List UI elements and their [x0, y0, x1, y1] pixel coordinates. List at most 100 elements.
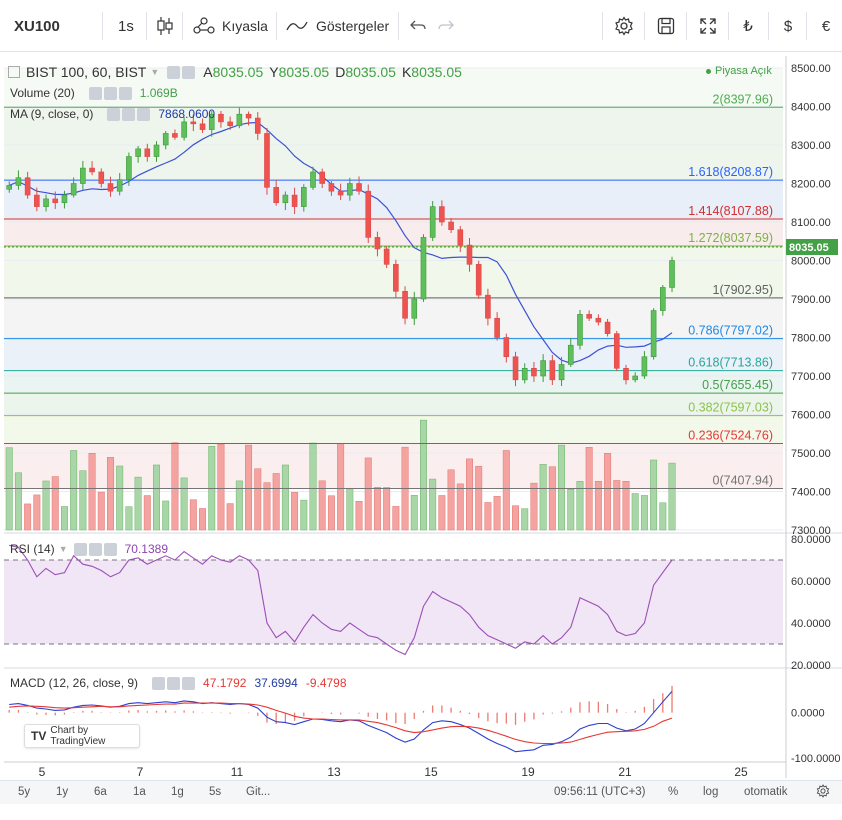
rsi-title: RSI (14) — [10, 542, 55, 556]
separator — [806, 12, 807, 40]
candle-body — [383, 248, 390, 265]
chart-canvas[interactable]: 2(8397.96) 1.618(8208.87) 1.414(8107.88) 1.… — [0, 56, 842, 780]
separator — [644, 12, 645, 40]
volume-bar — [199, 508, 207, 531]
range-1g[interactable]: 1g — [171, 786, 184, 798]
chevron-down-icon[interactable]: ▼ — [150, 67, 160, 77]
eye-icon[interactable] — [107, 107, 121, 121]
volume-bar — [659, 502, 667, 531]
auto-toggle[interactable]: otomatik — [744, 786, 788, 798]
candle-body — [107, 183, 114, 192]
candle-body — [411, 298, 418, 319]
candle-body — [24, 177, 31, 196]
fib-label: 2(8397.96) — [713, 92, 773, 106]
candle-body — [135, 148, 141, 157]
settings-icon[interactable] — [103, 86, 117, 100]
eye-icon[interactable] — [88, 86, 102, 100]
indicators-button[interactable]: Göstergeler — [286, 0, 389, 52]
currency-eur-button[interactable]: € — [816, 0, 836, 52]
currency-usd-label: $ — [783, 17, 793, 35]
currency-try-button[interactable]: ₺ — [738, 0, 758, 52]
range-5y[interactable]: 5y — [18, 786, 31, 798]
save-button[interactable] — [654, 0, 678, 52]
chevron-down-icon[interactable]: ▼ — [58, 544, 68, 554]
volume-bar — [539, 464, 547, 531]
candle-body — [660, 287, 666, 311]
collapse-arrow-icon[interactable] — [8, 66, 20, 78]
close-icon[interactable] — [118, 86, 132, 100]
candle-body — [43, 198, 49, 207]
candle-body — [623, 367, 629, 381]
settings-icon[interactable] — [88, 542, 102, 556]
settings-icon[interactable] — [122, 107, 136, 121]
redo-icon — [438, 20, 454, 30]
candle-body — [254, 117, 261, 134]
time-tick-label: 15 — [424, 765, 438, 779]
rsi-value: 70.1389 — [124, 542, 168, 556]
volume-bar — [364, 457, 372, 531]
tradingview-watermark[interactable]: TV Chart by TradingView — [24, 724, 140, 748]
currency-eur-label: € — [821, 17, 831, 35]
goto-date-button[interactable]: Git... — [246, 786, 271, 798]
candle-body — [632, 375, 638, 381]
percent-toggle[interactable]: % — [668, 786, 679, 798]
compare-label: Kıyasla — [222, 18, 268, 34]
volume-bar — [189, 499, 197, 531]
eye-icon[interactable] — [152, 676, 166, 690]
close-icon[interactable] — [103, 542, 117, 556]
chart-style-button[interactable] — [154, 0, 176, 52]
candle-body — [402, 290, 408, 319]
range-6a[interactable]: 6a — [94, 786, 107, 798]
gear-icon[interactable] — [816, 784, 830, 801]
undo-button[interactable] — [408, 0, 428, 52]
fibonacci-levels[interactable]: 2(8397.96) 1.618(8208.87) 1.414(8107.88) 1.… — [4, 92, 783, 489]
range-5s[interactable]: 5s — [209, 786, 222, 798]
range-1a[interactable]: 1a — [133, 786, 146, 798]
candle-body — [613, 333, 620, 369]
volume-bar — [226, 503, 234, 531]
symbol-search[interactable]: XU100 — [14, 0, 60, 52]
settings-button[interactable] — [612, 0, 636, 52]
candle-body — [208, 113, 215, 130]
candle-body — [669, 260, 675, 288]
bottom-bar: 5y 1y 6a 1a 1g 5s Git... 09:56:11 (UTC+3… — [0, 780, 842, 804]
settings-icon[interactable] — [182, 65, 196, 79]
candle-body — [577, 314, 583, 346]
candle-body — [319, 171, 326, 184]
candle-body — [34, 194, 40, 207]
price-tick-label: 8000.00 — [791, 256, 831, 268]
rsi-tick-label: 40.0000 — [791, 618, 831, 630]
eye-icon[interactable] — [167, 65, 181, 79]
fib-band — [4, 393, 783, 416]
volume-bar — [134, 476, 142, 531]
price-tick-label: 7900.00 — [791, 294, 831, 306]
volume-bar — [438, 495, 446, 531]
redo-button[interactable] — [436, 0, 456, 52]
candle-body — [98, 171, 105, 184]
close-icon[interactable] — [137, 107, 151, 121]
clock[interactable]: 09:56:11 (UTC+3) — [554, 786, 646, 798]
candle-body — [420, 237, 427, 300]
volume-bar — [88, 452, 96, 531]
volume-bar — [484, 502, 492, 531]
log-toggle[interactable]: log — [703, 786, 719, 798]
volume-bar — [604, 453, 612, 531]
volume-bar — [392, 506, 400, 531]
price-tick-label: 7500.00 — [791, 448, 831, 460]
interval-button[interactable]: 1s — [118, 0, 134, 52]
volume-bar — [475, 466, 483, 531]
eye-icon[interactable] — [73, 542, 87, 556]
volume-bar — [24, 503, 32, 531]
settings-icon[interactable] — [167, 676, 181, 690]
candle-body — [503, 337, 510, 358]
fullscreen-button[interactable] — [696, 0, 720, 52]
volume-bar — [235, 480, 243, 531]
compare-button[interactable]: Kıyasla — [192, 0, 268, 52]
currency-usd-button[interactable]: $ — [778, 0, 798, 52]
close-icon[interactable] — [182, 676, 196, 690]
candle-body — [365, 190, 372, 238]
range-1y[interactable]: 1y — [56, 786, 69, 798]
candle-body — [328, 183, 335, 192]
volume-bar — [631, 493, 639, 531]
close-value: 8035.05 — [411, 64, 462, 80]
